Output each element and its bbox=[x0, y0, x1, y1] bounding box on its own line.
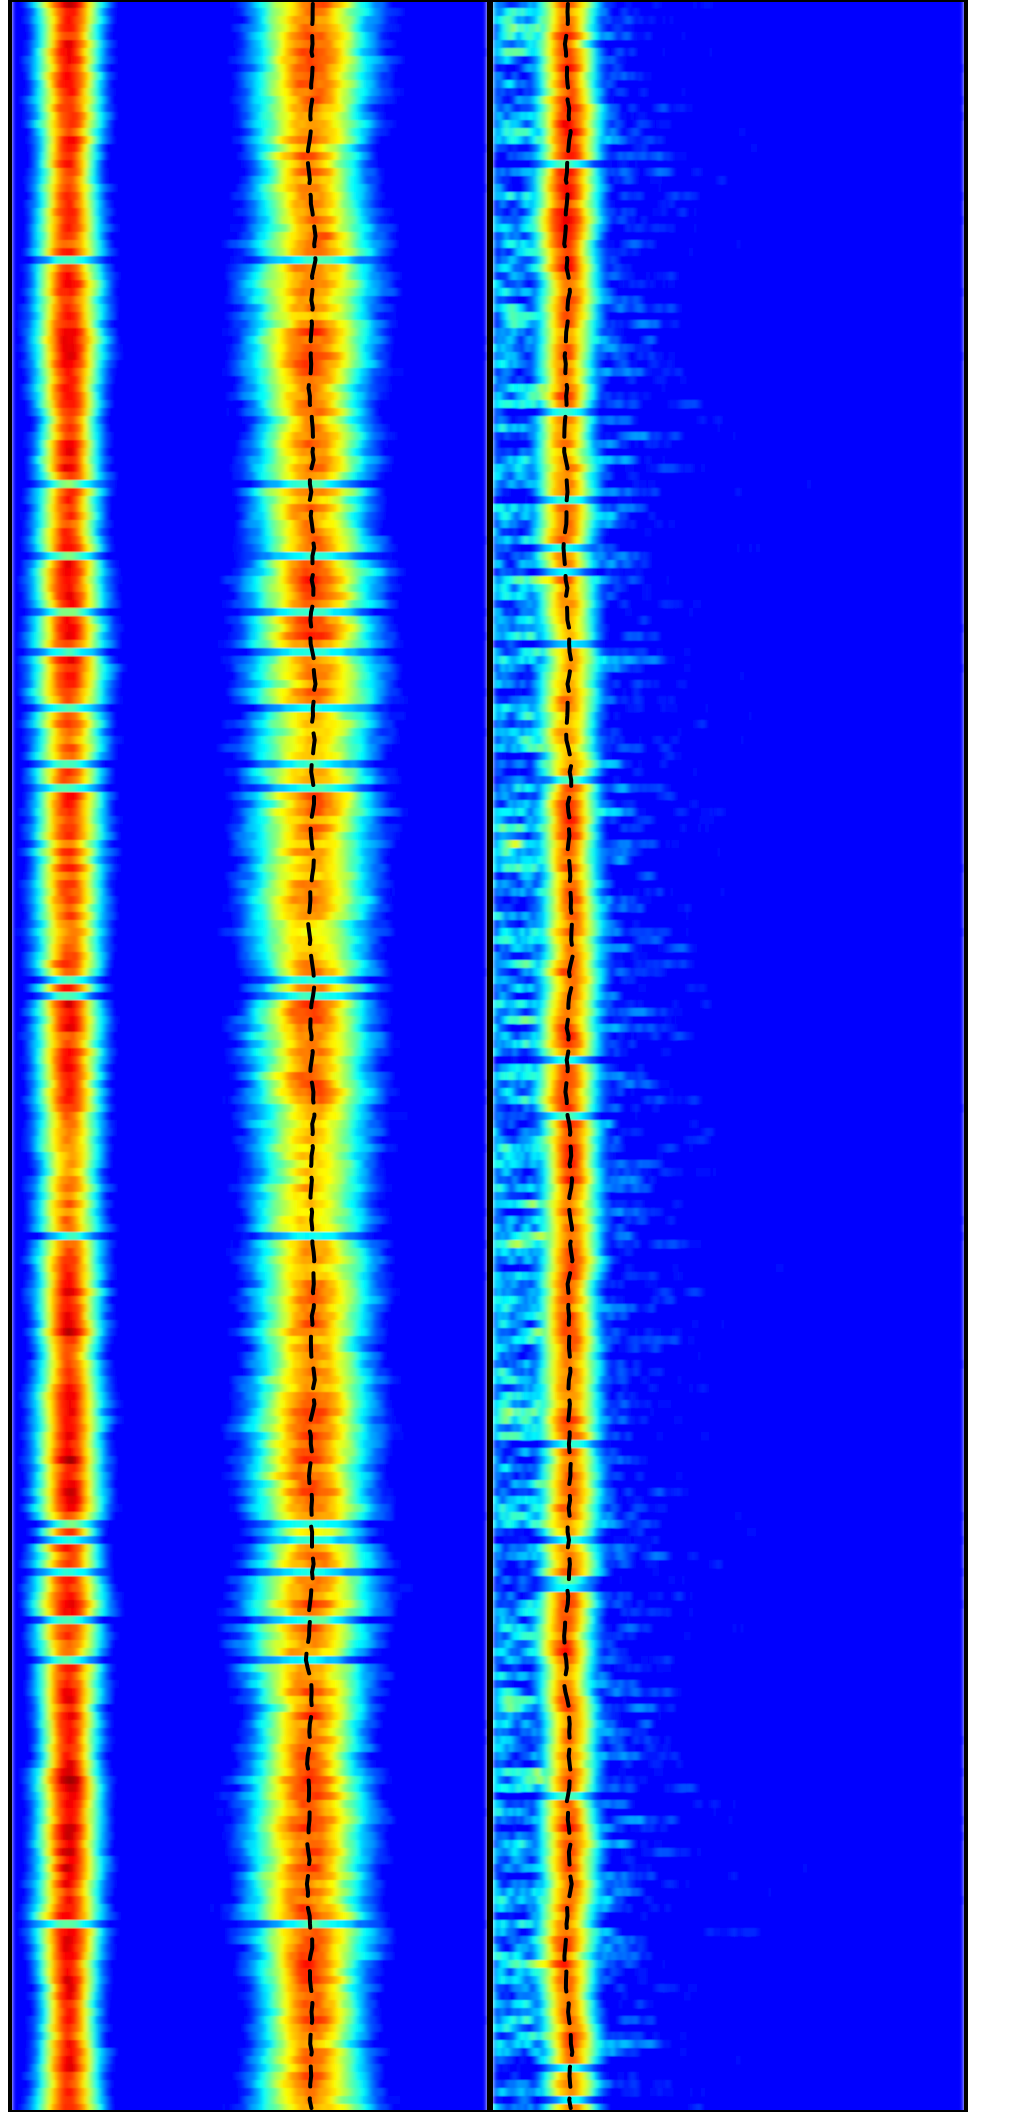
left-panel-heatmap bbox=[12, 0, 488, 2112]
right-panel-heatmap bbox=[493, 0, 965, 2112]
